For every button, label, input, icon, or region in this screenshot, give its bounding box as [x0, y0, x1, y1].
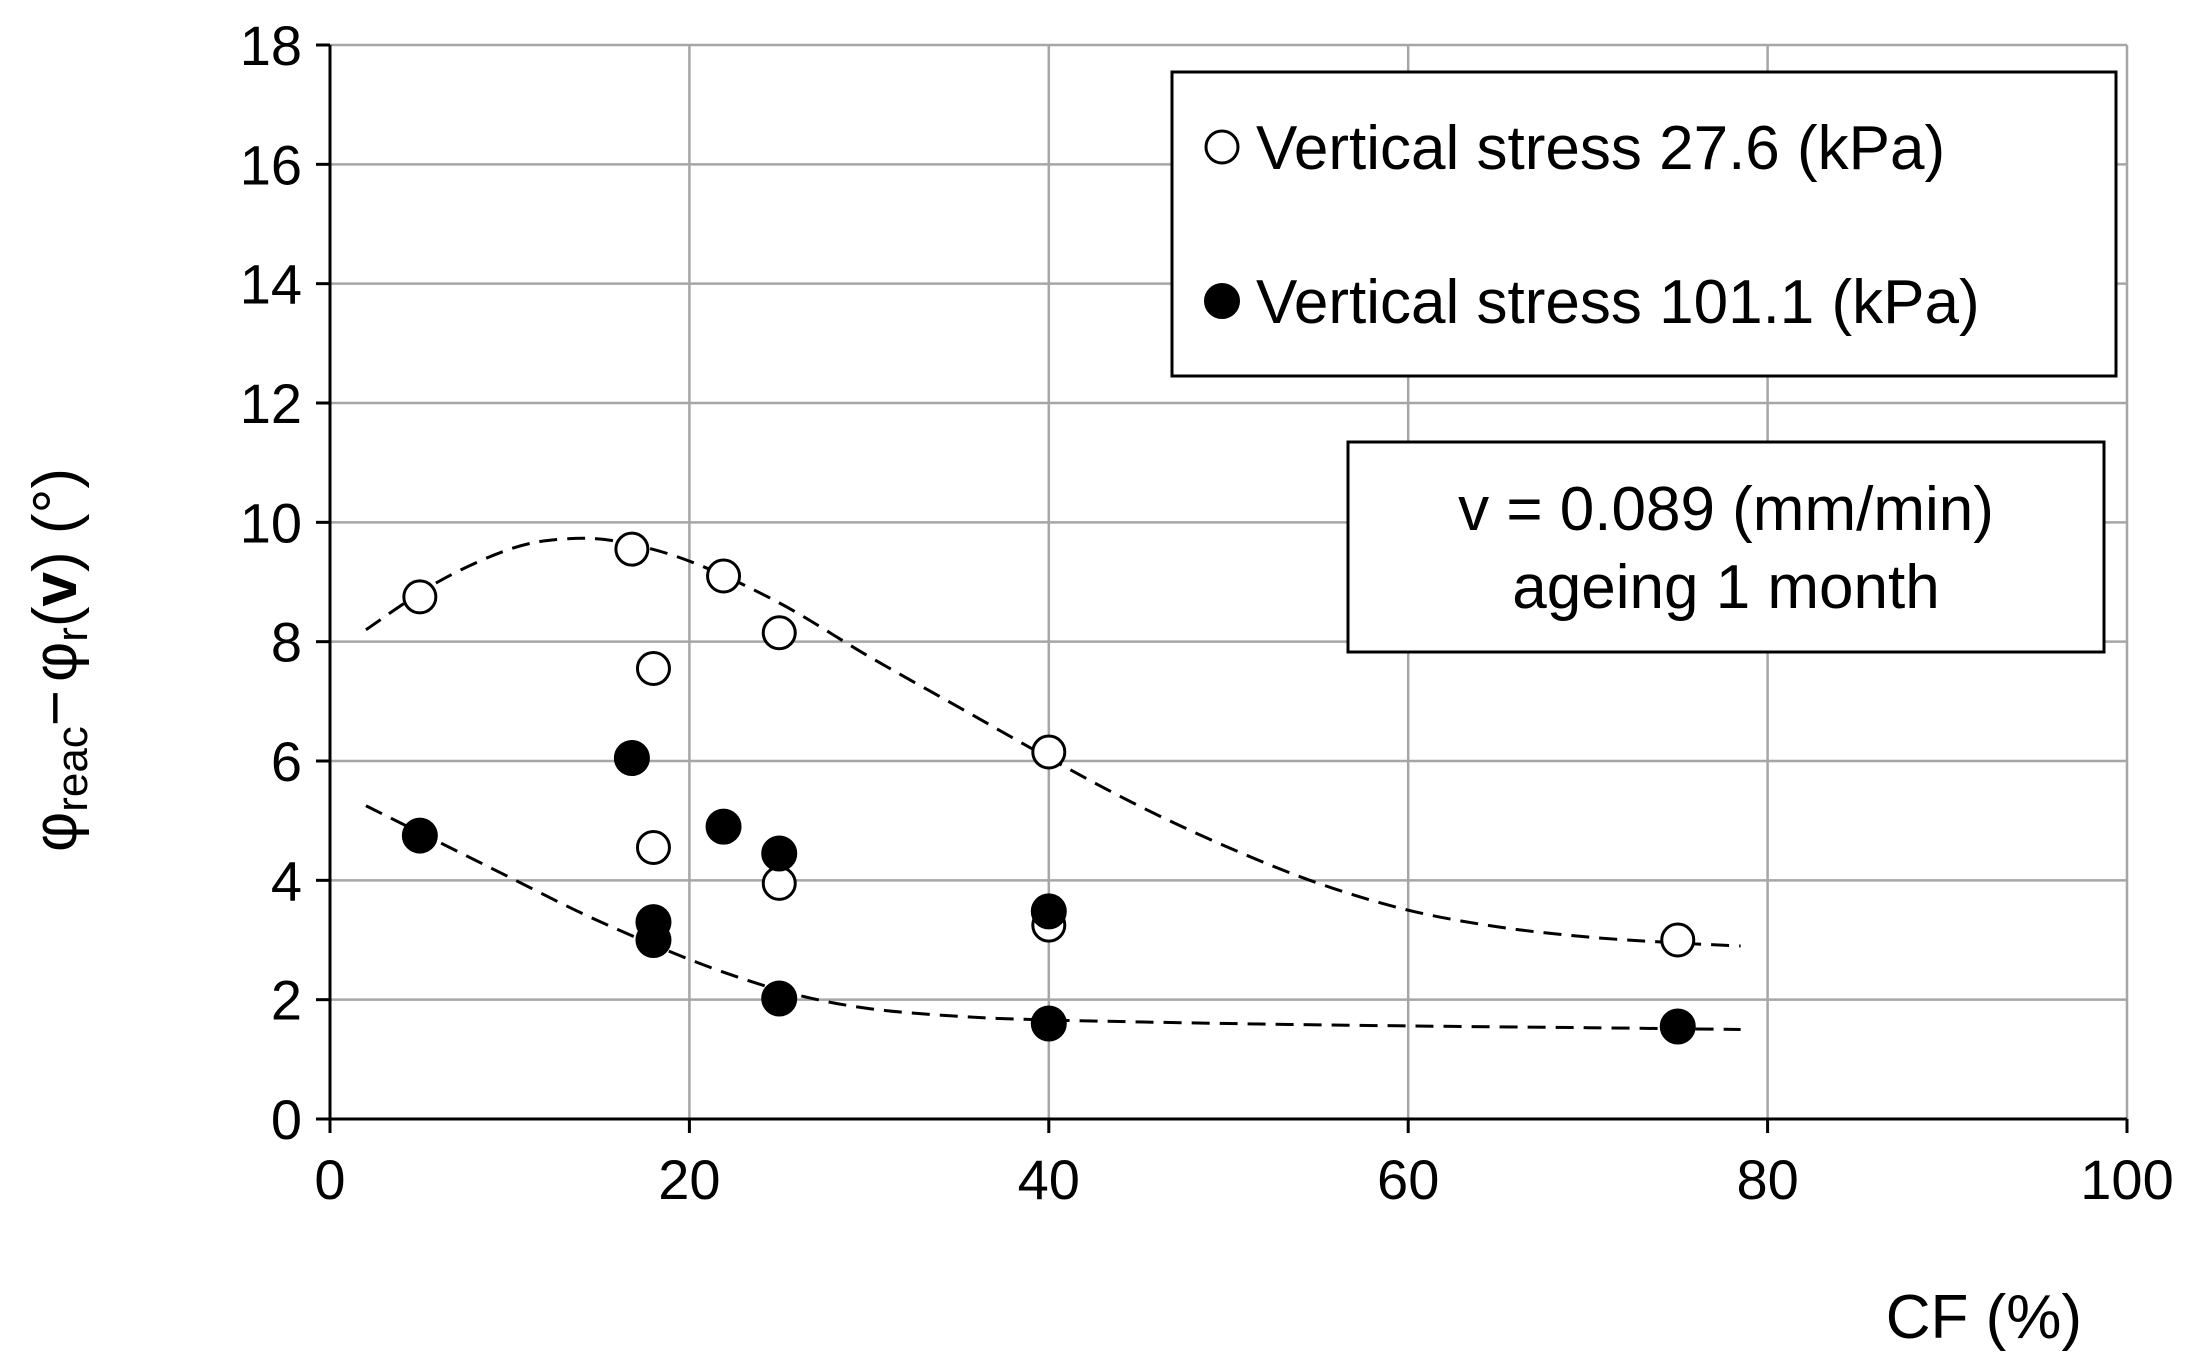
annotation: v = 0.089 (mm/min) ageing 1 month: [1346, 440, 2106, 654]
y-axis-v: v: [21, 571, 90, 606]
x-tick-label-60: 60: [1377, 1148, 1439, 1211]
annotation-box: [1346, 440, 2106, 654]
open-point-1: [614, 531, 650, 567]
y-axis-symbol-2: φ: [21, 642, 90, 682]
open-point-4: [635, 651, 671, 687]
y-axis-minus: −: [21, 690, 90, 726]
y-tick-label-14: 14: [240, 253, 302, 316]
x-tick-label-40: 40: [1018, 1148, 1080, 1211]
y-tick-label-16: 16: [240, 133, 302, 196]
annotation-line-1: v = 0.089 (mm/min): [1458, 475, 1994, 544]
trend-line-series-0: [365, 536, 1741, 948]
annotation-line-2: ageing 1 month: [1512, 553, 1939, 622]
y-tick-label-12: 12: [240, 372, 302, 435]
x-axis-title: CF (%): [1886, 1283, 2082, 1352]
y-axis-sub-r: r: [48, 627, 97, 642]
y-axis-title: φreac−φr(v) (°): [21, 468, 97, 852]
legend-marker-filled: [1204, 283, 1240, 319]
y-tick-label-10: 10: [240, 491, 302, 554]
filled-point-2: [705, 808, 742, 845]
y-tick-label-8: 8: [271, 611, 302, 674]
axes: [316, 43, 2129, 1133]
x-tick-label-20: 20: [658, 1148, 720, 1211]
filled-point-9: [1659, 1008, 1696, 1045]
y-tick-label-4: 4: [271, 849, 302, 912]
filled-point-6: [761, 980, 798, 1017]
tick-labels: 0 2 4 6 8 10 12 14 16 18 0 20 40 60 80 100: [240, 14, 2174, 1211]
data-points: [401, 531, 1696, 1045]
filled-point-8: [1030, 1005, 1067, 1042]
legend-label-101-1: Vertical stress 101.1 (kPa): [1256, 268, 1980, 337]
filled-point-0: [401, 817, 438, 854]
x-tick-label-100: 100: [2080, 1148, 2173, 1211]
y-axis-sub-reac: reac: [48, 726, 97, 812]
filled-point-1: [613, 740, 650, 777]
y-tick-label-0: 0: [271, 1088, 302, 1151]
legend-marker-open: [1204, 129, 1240, 165]
y-tick-label-2: 2: [271, 969, 302, 1032]
y-tick-label-18: 18: [240, 14, 302, 77]
open-point-2: [706, 558, 742, 594]
open-point-3: [761, 615, 797, 651]
open-point-6: [761, 865, 797, 901]
legend-label-27-6: Vertical stress 27.6 (kPa): [1256, 114, 1945, 183]
open-point-7: [1031, 734, 1067, 770]
filled-point-7: [1030, 893, 1067, 930]
y-tick-label-6: 6: [271, 730, 302, 793]
x-tick-label-0: 0: [314, 1148, 345, 1211]
y-axis-paren-open: (: [21, 606, 90, 627]
open-point-9: [1660, 922, 1696, 958]
y-axis-symbol: φ: [21, 812, 90, 852]
x-tick-label-80: 80: [1736, 1148, 1798, 1211]
open-point-0: [402, 579, 438, 615]
filled-point-5: [635, 922, 672, 958]
y-axis-tail: ) (°): [21, 468, 90, 572]
legend-box: [1170, 70, 2118, 378]
legend: Vertical stress 27.6 (kPa) Vertical stre…: [1170, 70, 2118, 378]
trend-line-series-1: [365, 804, 1741, 1031]
filled-point-3: [761, 835, 798, 872]
open-point-5: [635, 830, 671, 866]
trend-lines: [365, 536, 1741, 1031]
